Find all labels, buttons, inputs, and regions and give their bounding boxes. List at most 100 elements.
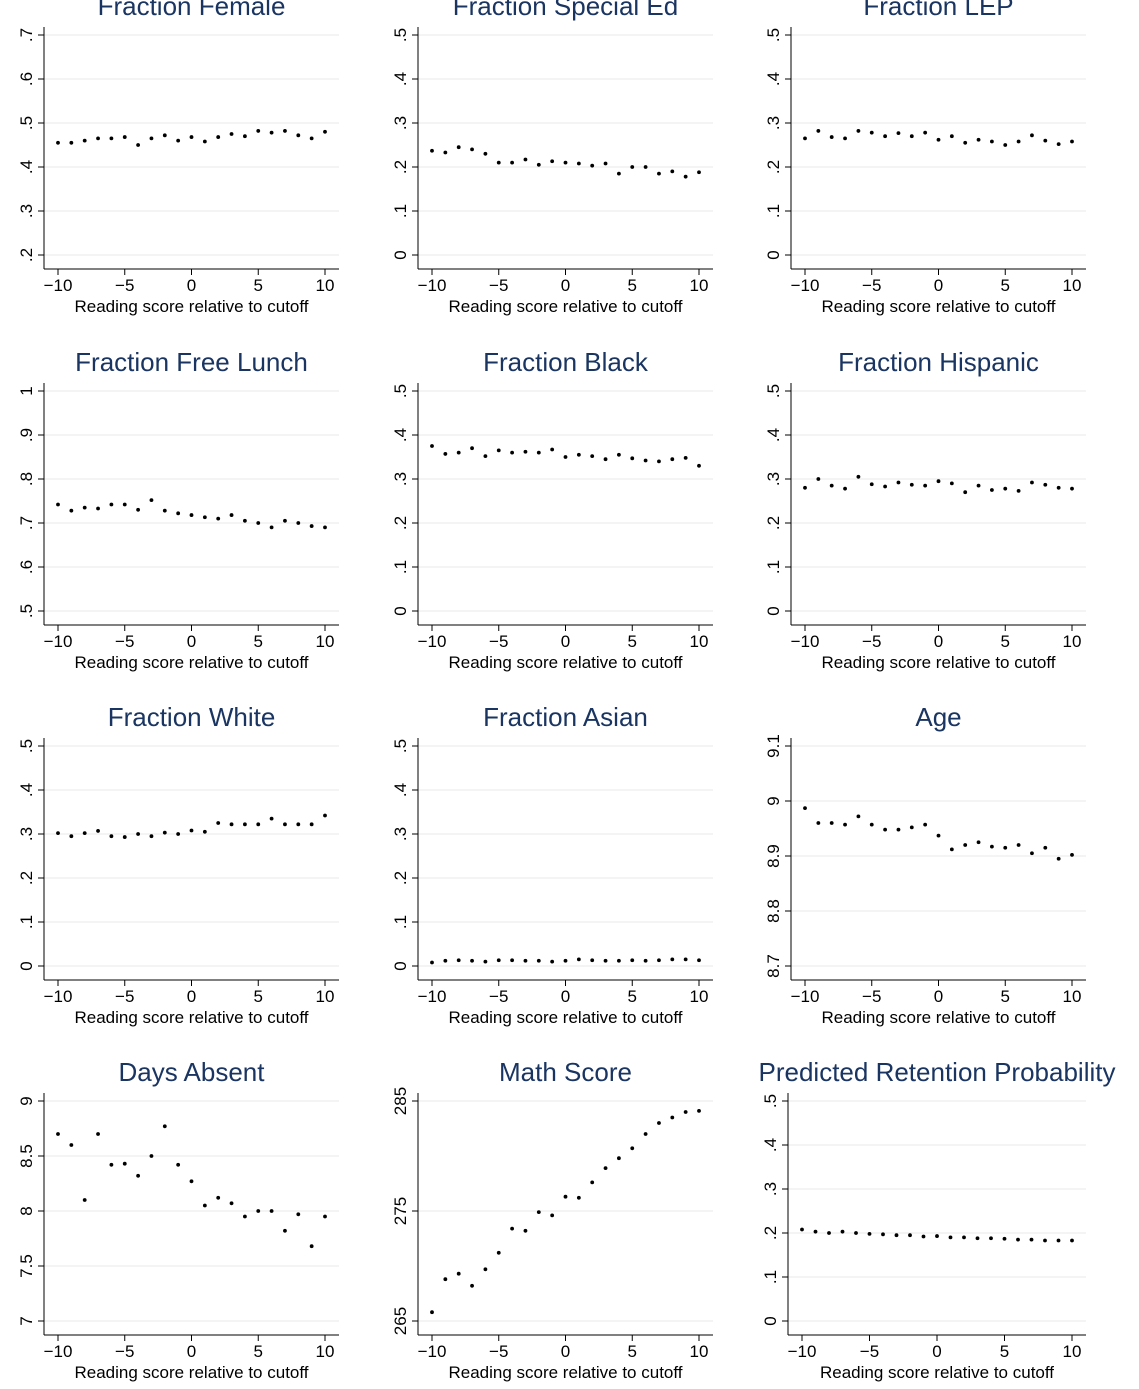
x-tick-label: −5 (489, 276, 508, 295)
y-tick-label: .1 (764, 560, 783, 574)
data-point (643, 958, 648, 963)
data-point (269, 816, 274, 821)
data-point (470, 1283, 474, 1288)
data-point (576, 161, 581, 166)
x-axis-label: Reading score relative to cutoff (448, 297, 682, 316)
data-point (189, 513, 194, 517)
data-point (949, 134, 954, 139)
data-point (122, 135, 127, 139)
x-tick-label: 10 (690, 1342, 709, 1361)
data-point (617, 958, 621, 963)
data-point (1056, 1238, 1061, 1243)
data-point (590, 1180, 595, 1185)
x-tick-label: 5 (254, 987, 263, 1006)
data-point (256, 521, 261, 525)
y-tick-label: 0 (391, 606, 410, 615)
data-point (162, 1124, 167, 1129)
data-point (496, 448, 501, 453)
data-point (122, 835, 127, 839)
x-tick-label: −5 (115, 1342, 134, 1361)
y-tick-label: .5 (761, 1094, 780, 1108)
data-point (229, 1201, 234, 1206)
x-tick-label: 0 (561, 1342, 570, 1361)
data-point (483, 454, 488, 459)
data-point (657, 459, 661, 464)
data-point (576, 452, 581, 457)
y-tick-label: 8.5 (17, 1144, 36, 1168)
data-point (1002, 1236, 1007, 1241)
y-tick-label: 0 (761, 1316, 780, 1325)
y-tick-label: .4 (17, 783, 36, 797)
data-point (296, 1212, 301, 1217)
data-point (483, 151, 488, 156)
data-point (69, 508, 74, 513)
data-point (496, 958, 501, 963)
y-tick-label: 9 (17, 1096, 36, 1105)
x-tick-label: 5 (628, 1342, 637, 1361)
y-tick-label: .4 (764, 428, 783, 442)
x-tick-label: 5 (628, 987, 637, 1006)
data-point (56, 831, 60, 836)
data-point (1056, 856, 1061, 861)
data-point (69, 834, 74, 839)
data-point (829, 135, 834, 139)
data-point (56, 140, 60, 145)
data-point (576, 957, 581, 962)
x-tick-label: 5 (1001, 987, 1010, 1006)
data-point (109, 834, 114, 839)
data-point (936, 479, 941, 484)
data-point (1029, 1237, 1034, 1242)
data-point (643, 165, 648, 169)
data-point (1003, 845, 1008, 850)
data-point (909, 134, 914, 139)
x-tick-label: −10 (791, 276, 820, 295)
y-tick-label: .9 (17, 428, 36, 442)
data-point (643, 458, 648, 463)
data-point (908, 1233, 912, 1238)
data-point (603, 161, 608, 166)
x-tick-label: −10 (418, 276, 447, 295)
x-tick-label: −10 (418, 1342, 447, 1361)
data-point (949, 481, 954, 486)
data-point (162, 830, 167, 835)
data-point (296, 133, 301, 138)
data-point (176, 832, 181, 836)
data-point (883, 484, 887, 489)
data-point (869, 130, 874, 135)
x-axis-label: Reading score relative to cutoff (448, 1008, 682, 1027)
data-point (590, 958, 595, 963)
data-point (856, 129, 861, 133)
data-point (1070, 486, 1074, 491)
data-point (617, 1156, 621, 1161)
data-point (670, 169, 675, 174)
chart-title: Fraction Special Ed (453, 0, 678, 21)
x-tick-label: −5 (489, 1342, 508, 1361)
panel-fraction-asian: Fraction Asian 0 .1 .2 .3 .4 .5 −10 −5 0 5 10 Readin… (391, 702, 713, 1027)
data-point (149, 498, 154, 503)
data-point (813, 1229, 818, 1234)
data-point (1003, 486, 1008, 491)
data-point (576, 1195, 581, 1200)
data-point (483, 959, 488, 964)
y-tick-label: .3 (391, 827, 410, 841)
data-point (176, 138, 181, 143)
data-point (202, 1203, 207, 1208)
data-point (136, 1173, 141, 1178)
data-point (202, 829, 207, 834)
y-tick-label: .3 (764, 472, 783, 486)
data-point (510, 958, 514, 963)
data-point (269, 130, 274, 135)
x-axis-label: Reading score relative to cutoff (820, 1363, 1054, 1382)
data-point (989, 1236, 993, 1241)
data-point (936, 833, 941, 838)
data-point (697, 170, 701, 175)
data-point (229, 822, 234, 827)
x-tick-label: 5 (1001, 632, 1010, 651)
x-tick-label: 0 (187, 1342, 196, 1361)
y-tick-label: .4 (17, 160, 36, 174)
x-tick-label: 0 (561, 632, 570, 651)
x-tick-label: 5 (254, 1342, 263, 1361)
data-point (962, 1235, 966, 1240)
x-tick-label: 5 (628, 276, 637, 295)
